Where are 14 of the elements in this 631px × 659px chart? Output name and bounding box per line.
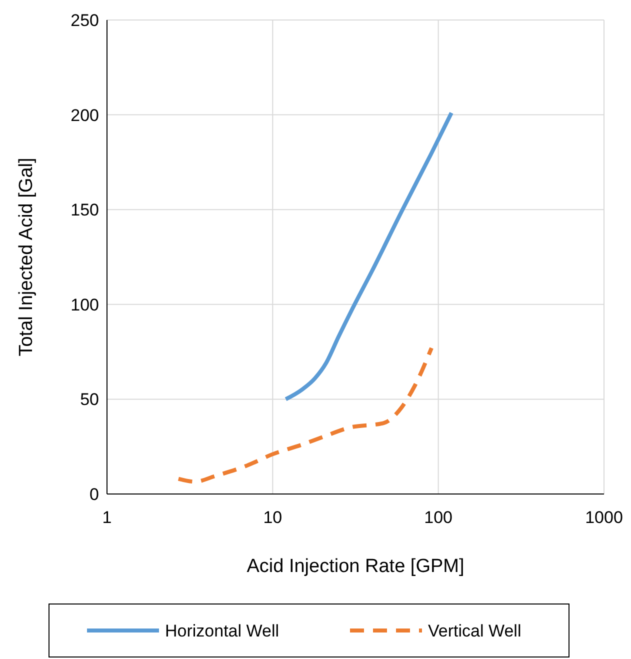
y-tick-label: 100 <box>70 295 99 314</box>
y-axis-title: Total Injected Acid [Gal] <box>16 158 37 356</box>
y-tick-label: 0 <box>90 485 99 504</box>
y-tick-label: 150 <box>70 200 99 220</box>
x-tick-label: 100 <box>424 508 453 527</box>
x-tick-label: 10 <box>263 508 282 527</box>
y-tick-label: 50 <box>80 390 99 410</box>
x-tick-label: 1000 <box>585 508 623 527</box>
x-tick-label: 1 <box>102 508 112 527</box>
x-axis-title: Acid Injection Rate [GPM] <box>246 556 464 577</box>
legend-label: Horizontal Well <box>165 622 280 640</box>
y-tick-label: 200 <box>70 106 99 125</box>
legend-label: Vertical Well <box>428 622 522 640</box>
y-tick-label: 250 <box>70 11 99 30</box>
